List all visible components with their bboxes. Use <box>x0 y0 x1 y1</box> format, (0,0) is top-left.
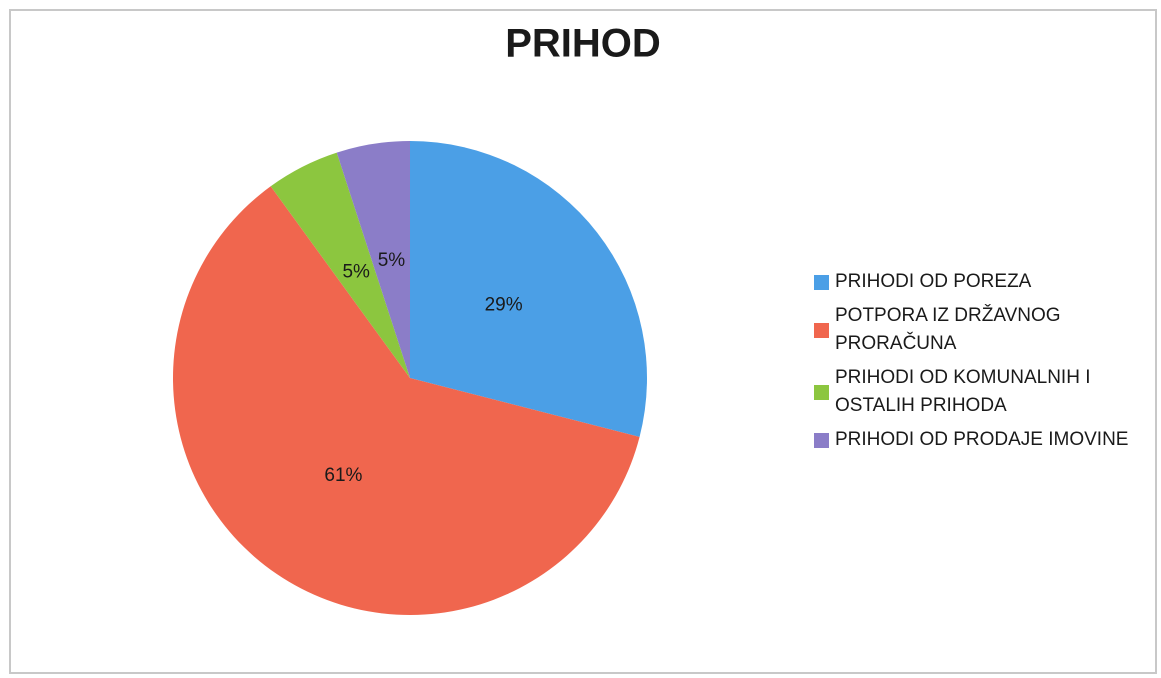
chart-frame <box>9 9 1157 674</box>
legend-item: POTPORA IZ DRŽAVNOG PRORAČUNA <box>814 302 1154 358</box>
data-label: 5% <box>378 250 406 271</box>
legend-swatch <box>814 384 829 400</box>
pie-slice <box>270 152 410 378</box>
legend-label: PRIHODI OD KOMUNALNIH I OSTALIH PRIHODA <box>835 367 1091 416</box>
data-label: 61% <box>324 465 362 486</box>
legend-label: POTPORA IZ DRŽAVNOG PRORAČUNA <box>835 305 1061 354</box>
legend-item: PRIHODI OD PRODAJE IMOVINE <box>814 426 1154 454</box>
legend-swatch <box>814 322 829 338</box>
pie-slice <box>172 186 640 616</box>
chart-title: PRIHOD <box>505 22 661 66</box>
legend: PRIHODI OD POREZA POTPORA IZ DRŽAVNOG PRO… <box>814 268 1154 460</box>
data-label: 5% <box>342 261 370 282</box>
legend-item: PRIHODI OD POREZA <box>814 268 1154 296</box>
data-label: 29% <box>485 294 523 315</box>
legend-label: PRIHODI OD POREZA <box>835 271 1032 292</box>
legend-swatch <box>814 432 829 448</box>
pie-slice <box>410 141 647 437</box>
legend-item: PRIHODI OD KOMUNALNIH I OSTALIH PRIHODA <box>814 364 1154 420</box>
pie-slice <box>336 141 410 378</box>
legend-swatch <box>814 274 829 290</box>
legend-label: PRIHODI OD PRODAJE IMOVINE <box>835 429 1129 450</box>
